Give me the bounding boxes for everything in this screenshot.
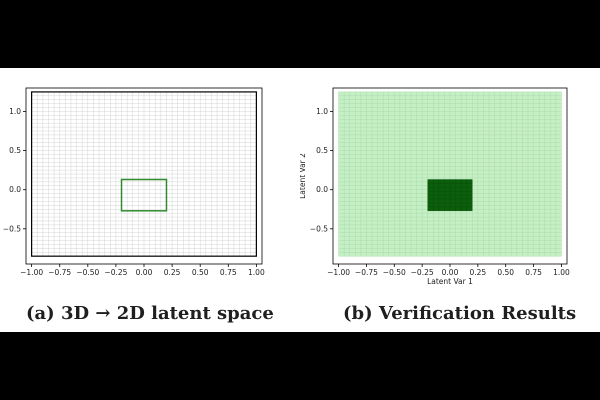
x-tick-label: 0.50	[192, 268, 209, 277]
x-tick-label: 0.75	[220, 268, 237, 277]
x-tick-label: 0.25	[164, 268, 181, 277]
x-tick-label: −1.00	[327, 268, 350, 277]
x-tick-label: −0.50	[76, 268, 99, 277]
x-tick-label: 0.25	[470, 268, 487, 277]
x-tick-label: 1.00	[248, 268, 265, 277]
y-tick-label: 0.5	[9, 146, 21, 155]
y-tick-label: 0.0	[9, 185, 21, 194]
x-tick-label: 1.00	[553, 268, 570, 277]
domain-boundary	[31, 91, 257, 257]
x-tick-label: −0.75	[355, 268, 378, 277]
target-region	[120, 178, 168, 212]
y-tick-label: 1.0	[316, 107, 328, 116]
x-tick-label: 0.50	[497, 268, 514, 277]
x-tick-label: 0.00	[136, 268, 153, 277]
x-tick-label: −0.25	[104, 268, 127, 277]
y-tick-label: −0.5	[310, 224, 328, 233]
y-tick-label: 0.0	[316, 185, 328, 194]
x-tick-label: −0.75	[48, 268, 71, 277]
grid-lines	[338, 91, 562, 257]
grid-lines	[31, 91, 257, 257]
x-tick-label: 0.75	[525, 268, 542, 277]
y-tick-label: 0.5	[316, 146, 328, 155]
verified-region-grid	[427, 179, 473, 212]
y-axis-label: Latent Var 2	[300, 153, 307, 199]
x-tick-label: −0.25	[411, 268, 434, 277]
caption-verification-results: (b) Verification Results	[343, 303, 577, 324]
caption-latent-space: (a) 3D → 2D latent space	[26, 303, 274, 324]
x-tick-label: 0.00	[442, 268, 459, 277]
x-tick-label: −1.00	[20, 268, 43, 277]
x-axis-label: Latent Var 1	[427, 277, 473, 286]
latent-space-chart: −1.00 −0.75 −0.50 −0.25 0.00 0.25 0.50 0.75 1.00…	[3, 87, 265, 277]
x-tick-label: −0.50	[383, 268, 406, 277]
figure-panel: −1.00 −0.75 −0.50 −0.25 0.00 0.25 0.50 0.75 1.00…	[0, 68, 600, 332]
y-tick-label: 1.0	[9, 107, 21, 116]
y-tick-label: −0.5	[3, 224, 21, 233]
verification-results-chart: −1.00 −0.75 −0.50 −0.25 0.00 0.25 0.50 0.75 1.00…	[300, 87, 570, 286]
